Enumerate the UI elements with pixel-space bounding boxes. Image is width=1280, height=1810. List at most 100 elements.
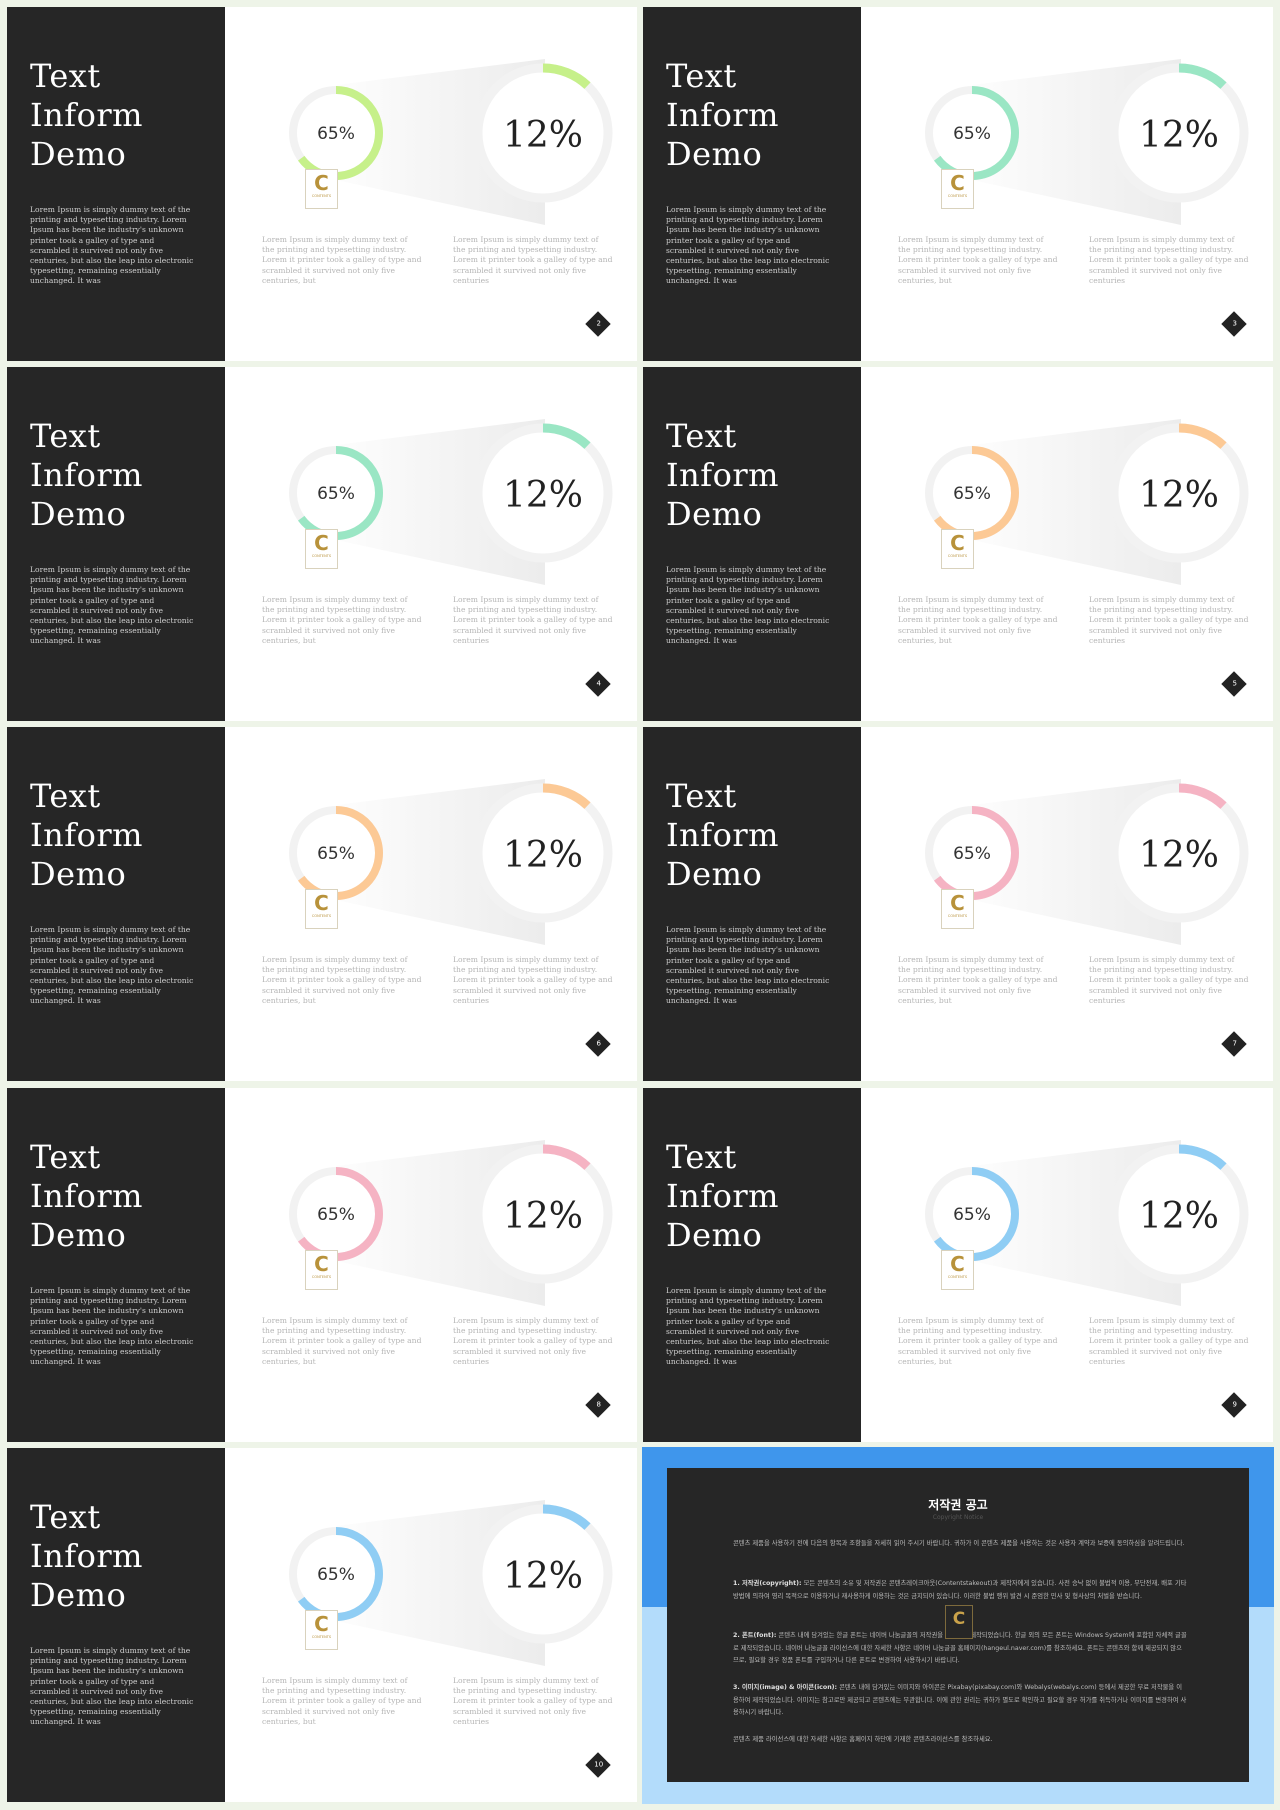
notice-item-head: 2. 폰트(font):	[733, 1632, 777, 1639]
donut-charts	[925, 779, 1249, 945]
small-percentage: 65%	[317, 1205, 355, 1225]
page-number: 8	[596, 1400, 601, 1409]
small-donut-bg	[929, 810, 1015, 896]
small-percentage: 65%	[953, 1205, 991, 1225]
slide-thumbnail[interactable]: Text Inform Demo Lorem Ipsum is simply d…	[643, 727, 1273, 1081]
text-column-right: Lorem Ipsum is simply dummy text of the …	[453, 1316, 613, 1366]
text-column-left: Lorem Ipsum is simply dummy text of the …	[262, 1676, 422, 1726]
dark-side-panel	[7, 367, 225, 721]
notice-logo: C	[945, 1605, 973, 1639]
title-line: Inform	[30, 96, 143, 134]
small-donut-bg	[929, 90, 1015, 176]
large-percentage: 12%	[502, 1556, 583, 1597]
title-line: Demo	[30, 855, 127, 893]
small-percentage: 65%	[317, 124, 355, 144]
contents-logo: C CONTENTS	[941, 529, 974, 569]
slide-title: Text Inform Demo	[30, 57, 143, 174]
small-percentage: 65%	[317, 844, 355, 864]
notice-item-text: 콘텐츠 내에 담겨있는 한글 폰트는 네이버 나눔글꼴의 저작권을 준수하여 제…	[733, 1632, 1187, 1664]
contents-logo: C CONTENTS	[941, 1250, 974, 1290]
title-line: Inform	[666, 1177, 779, 1215]
notice-footer: 콘텐츠 제품 라이선스에 대한 자세한 사항은 홈페이지 하단에 기재한 콘텐츠…	[733, 1736, 993, 1743]
title-line: Text	[30, 417, 101, 455]
slide-body-text: Lorem Ipsum is simply dummy text of the …	[666, 925, 830, 1006]
text-column-right: Lorem Ipsum is simply dummy text of the …	[453, 595, 613, 645]
small-donut-bg	[929, 450, 1015, 536]
contents-logo: C CONTENTS	[305, 169, 338, 209]
logo-label: CONTENTS	[947, 554, 968, 558]
text-column-left: Lorem Ipsum is simply dummy text of the …	[262, 235, 422, 285]
title-line: Demo	[30, 135, 127, 173]
notice-item-text: 모든 콘텐츠의 소유 및 저작권은 콘텐츠레이크아웃(Contentstakeo…	[733, 1580, 1187, 1600]
text-column-right: Lorem Ipsum is simply dummy text of the …	[453, 1676, 613, 1726]
contents-logo: C CONTENTS	[305, 1610, 338, 1650]
dark-side-panel	[7, 1088, 225, 1442]
slide-thumbnail[interactable]: Text Inform Demo Lorem Ipsum is simply d…	[7, 1088, 637, 1442]
copyright-notice-slide: 저작권 공고 Copyright Notice 콘텐츠 제품을 사용하기 전에 …	[642, 1447, 1274, 1804]
small-percentage: 65%	[317, 1565, 355, 1585]
logo-letter: C	[314, 531, 329, 555]
title-line: Text	[30, 1138, 101, 1176]
slide-thumbnail[interactable]: Text Inform Demo Lorem Ipsum is simply d…	[643, 7, 1273, 361]
page-number: 9	[1232, 1400, 1237, 1409]
page-number: 5	[1232, 679, 1237, 688]
large-donut-arc	[542, 423, 591, 450]
text-column-right: Lorem Ipsum is simply dummy text of the …	[453, 955, 613, 1005]
page-number: 3	[1232, 319, 1237, 328]
slide-thumbnail[interactable]: Text Inform Demo Lorem Ipsum is simply d…	[7, 1448, 637, 1802]
logo-label: CONTENTS	[311, 1635, 332, 1639]
slide-title: Text Inform Demo	[666, 1138, 779, 1255]
text-column-left: Lorem Ipsum is simply dummy text of the …	[262, 595, 422, 645]
notice-logo-letter: C	[952, 1609, 966, 1629]
dark-side-panel	[643, 727, 861, 1081]
contents-logo: C CONTENTS	[305, 529, 338, 569]
notice-panel: 저작권 공고 Copyright Notice 콘텐츠 제품을 사용하기 전에 …	[667, 1468, 1249, 1782]
title-line: Inform	[666, 816, 779, 854]
page-number: 2	[596, 319, 601, 328]
large-percentage: 12%	[502, 1196, 583, 1237]
small-donut-bg	[293, 450, 379, 536]
slide-title: Text Inform Demo	[666, 57, 779, 174]
large-donut-arc	[542, 783, 591, 810]
slide-title: Text Inform Demo	[30, 1138, 143, 1255]
title-line: Demo	[30, 495, 127, 533]
large-donut-arc	[1178, 423, 1227, 450]
slide-thumbnail[interactable]: Text Inform Demo Lorem Ipsum is simply d…	[7, 727, 637, 1081]
dark-side-panel	[643, 7, 861, 361]
title-line: Text	[30, 57, 101, 95]
logo-letter: C	[314, 1252, 329, 1276]
title-line: Text	[30, 1498, 101, 1536]
slide-thumbnail[interactable]: Text Inform Demo Lorem Ipsum is simply d…	[7, 367, 637, 721]
notice-intro: 콘텐츠 제품을 사용하기 전에 다음의 항목과 조항들을 자세히 읽어 주시기 …	[733, 1540, 1185, 1547]
title-line: Inform	[30, 1177, 143, 1215]
text-column-left: Lorem Ipsum is simply dummy text of the …	[262, 955, 422, 1005]
text-column-left: Lorem Ipsum is simply dummy text of the …	[262, 1316, 422, 1366]
slide-thumbnail[interactable]: Text Inform Demo Lorem Ipsum is simply d…	[643, 367, 1273, 721]
title-line: Text	[666, 417, 737, 455]
slide-title: Text Inform Demo	[666, 417, 779, 534]
notice-item-copyright: 1. 저작권(copyright): 모든 콘텐츠의 소유 및 저작권은 콘텐츠…	[733, 1578, 1187, 1603]
text-column-left: Lorem Ipsum is simply dummy text of the …	[898, 1316, 1058, 1366]
donut-charts	[289, 419, 613, 585]
donut-charts	[289, 779, 613, 945]
donut-charts	[289, 1500, 613, 1666]
large-donut-arc	[542, 1504, 591, 1531]
large-donut-arc	[1178, 783, 1227, 810]
title-line: Demo	[30, 1576, 127, 1614]
title-line: Inform	[666, 96, 779, 134]
slide-title: Text Inform Demo	[30, 417, 143, 534]
text-column-left: Lorem Ipsum is simply dummy text of the …	[898, 955, 1058, 1005]
slide-thumbnail[interactable]: Text Inform Demo Lorem Ipsum is simply d…	[7, 7, 637, 361]
dark-side-panel	[643, 367, 861, 721]
title-line: Text	[666, 1138, 737, 1176]
page-number: 7	[1232, 1039, 1237, 1048]
small-percentage: 65%	[953, 484, 991, 504]
slide-title: Text Inform Demo	[30, 777, 143, 894]
logo-label: CONTENTS	[311, 1275, 332, 1279]
donut-charts	[925, 1140, 1249, 1306]
text-column-right: Lorem Ipsum is simply dummy text of the …	[1089, 1316, 1249, 1366]
title-line: Demo	[30, 1216, 127, 1254]
slide-thumbnail[interactable]: Text Inform Demo Lorem Ipsum is simply d…	[643, 1088, 1273, 1442]
contents-logo: C CONTENTS	[941, 889, 974, 929]
